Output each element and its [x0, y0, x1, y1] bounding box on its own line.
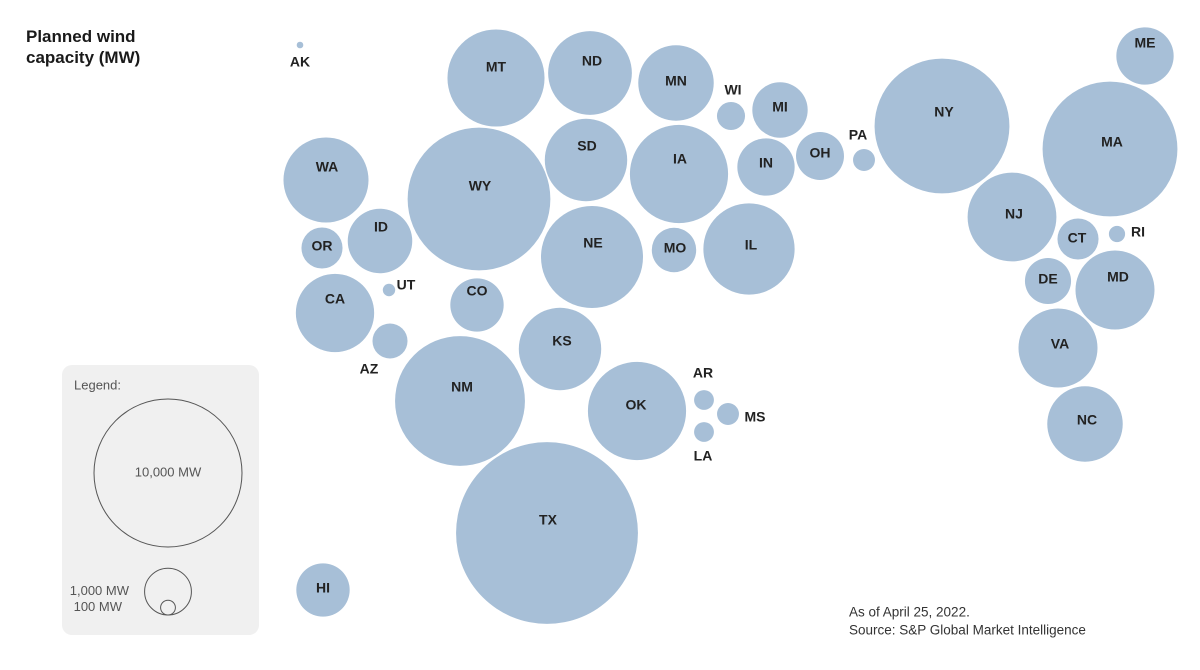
note: As of April 25, 2022.: [849, 605, 970, 620]
state-label: DE: [1038, 271, 1057, 287]
bubble: [1018, 308, 1098, 388]
state-label: NC: [1077, 412, 1097, 428]
state-label: AZ: [360, 361, 379, 377]
state-label: MS: [745, 409, 766, 425]
bubble: [967, 172, 1057, 262]
state-label: UT: [397, 277, 416, 293]
state-label: VA: [1051, 336, 1069, 352]
state-label: MI: [772, 99, 788, 115]
bubble: [518, 307, 602, 391]
chart-title: Planned wind capacity (MW): [26, 27, 141, 67]
bubble: [295, 273, 375, 353]
state-label: MA: [1101, 134, 1123, 150]
note: Source: S&P Global Market Intelligence: [849, 623, 1086, 638]
state-label: OK: [626, 397, 647, 413]
legend-circle: [160, 599, 176, 616]
state-label: AK: [290, 54, 310, 70]
bubble: [1024, 257, 1072, 305]
bubble: [283, 137, 369, 223]
bubble: [1116, 27, 1174, 85]
bubble: [1075, 250, 1155, 330]
bubble: [407, 127, 551, 271]
state-label: CT: [1068, 230, 1087, 246]
bubble: [544, 118, 628, 202]
bubble: [1047, 386, 1123, 462]
bubble: [853, 149, 875, 171]
state-label: ID: [374, 219, 388, 235]
state-label: HI: [316, 580, 330, 596]
bubble: [395, 336, 525, 466]
state-label: NJ: [1005, 206, 1023, 222]
state-label: RI: [1131, 224, 1145, 240]
legend-label: 1,000 MW: [70, 583, 130, 598]
bubble: [752, 82, 808, 138]
bubble: [716, 101, 746, 131]
bubble: [296, 41, 304, 49]
bubble: [540, 205, 644, 309]
state-label: PA: [849, 127, 867, 143]
legend-label: 10,000 MW: [135, 464, 202, 479]
state-label: MT: [486, 59, 507, 75]
state-label: WI: [724, 82, 741, 98]
bubble: [456, 442, 638, 624]
bubble: [1057, 218, 1099, 260]
state-label: MD: [1107, 269, 1129, 285]
bubble: [447, 29, 545, 127]
bubble: [737, 138, 795, 196]
bubble: [694, 390, 714, 410]
state-label: NE: [583, 235, 602, 251]
bubble: [372, 323, 408, 359]
state-label: WY: [469, 178, 492, 194]
state-label: NY: [934, 104, 954, 120]
state-label: OR: [312, 238, 333, 254]
state-label: MO: [664, 240, 687, 256]
bubble: [296, 563, 350, 617]
bubble: [548, 31, 632, 115]
legend-title: Legend:: [74, 377, 121, 392]
state-label: ME: [1135, 35, 1156, 51]
bubble: [1042, 81, 1178, 217]
bubble: [638, 45, 714, 121]
bubble: [694, 422, 714, 442]
bubble: [796, 132, 844, 180]
state-label: CO: [467, 283, 488, 299]
bubble: [629, 124, 729, 224]
state-label: NM: [451, 379, 473, 395]
bubble: [301, 227, 343, 269]
state-label: IN: [759, 155, 773, 171]
bubble: [1108, 225, 1126, 243]
legend-circle: [93, 398, 243, 548]
state-label: KS: [552, 333, 571, 349]
state-label: SD: [577, 138, 596, 154]
legend-label: 100 MW: [74, 599, 123, 614]
state-label: TX: [539, 512, 558, 528]
state-label: WA: [316, 159, 339, 175]
state-label: IA: [673, 151, 687, 167]
bubble: [717, 403, 739, 425]
bubble: [587, 361, 687, 461]
legend-box: [62, 365, 259, 635]
state-label: IL: [745, 237, 758, 253]
bubble: [382, 283, 396, 297]
state-label: LA: [694, 448, 713, 464]
bubble: [651, 227, 697, 273]
bubble: [874, 58, 1010, 194]
state-label: ND: [582, 53, 602, 69]
state-label: CA: [325, 291, 345, 307]
bubble: [347, 208, 413, 274]
state-label: OH: [810, 145, 831, 161]
bubble: [703, 203, 795, 295]
state-label: MN: [665, 73, 687, 89]
bubble: [450, 278, 504, 332]
state-label: AR: [693, 365, 713, 381]
